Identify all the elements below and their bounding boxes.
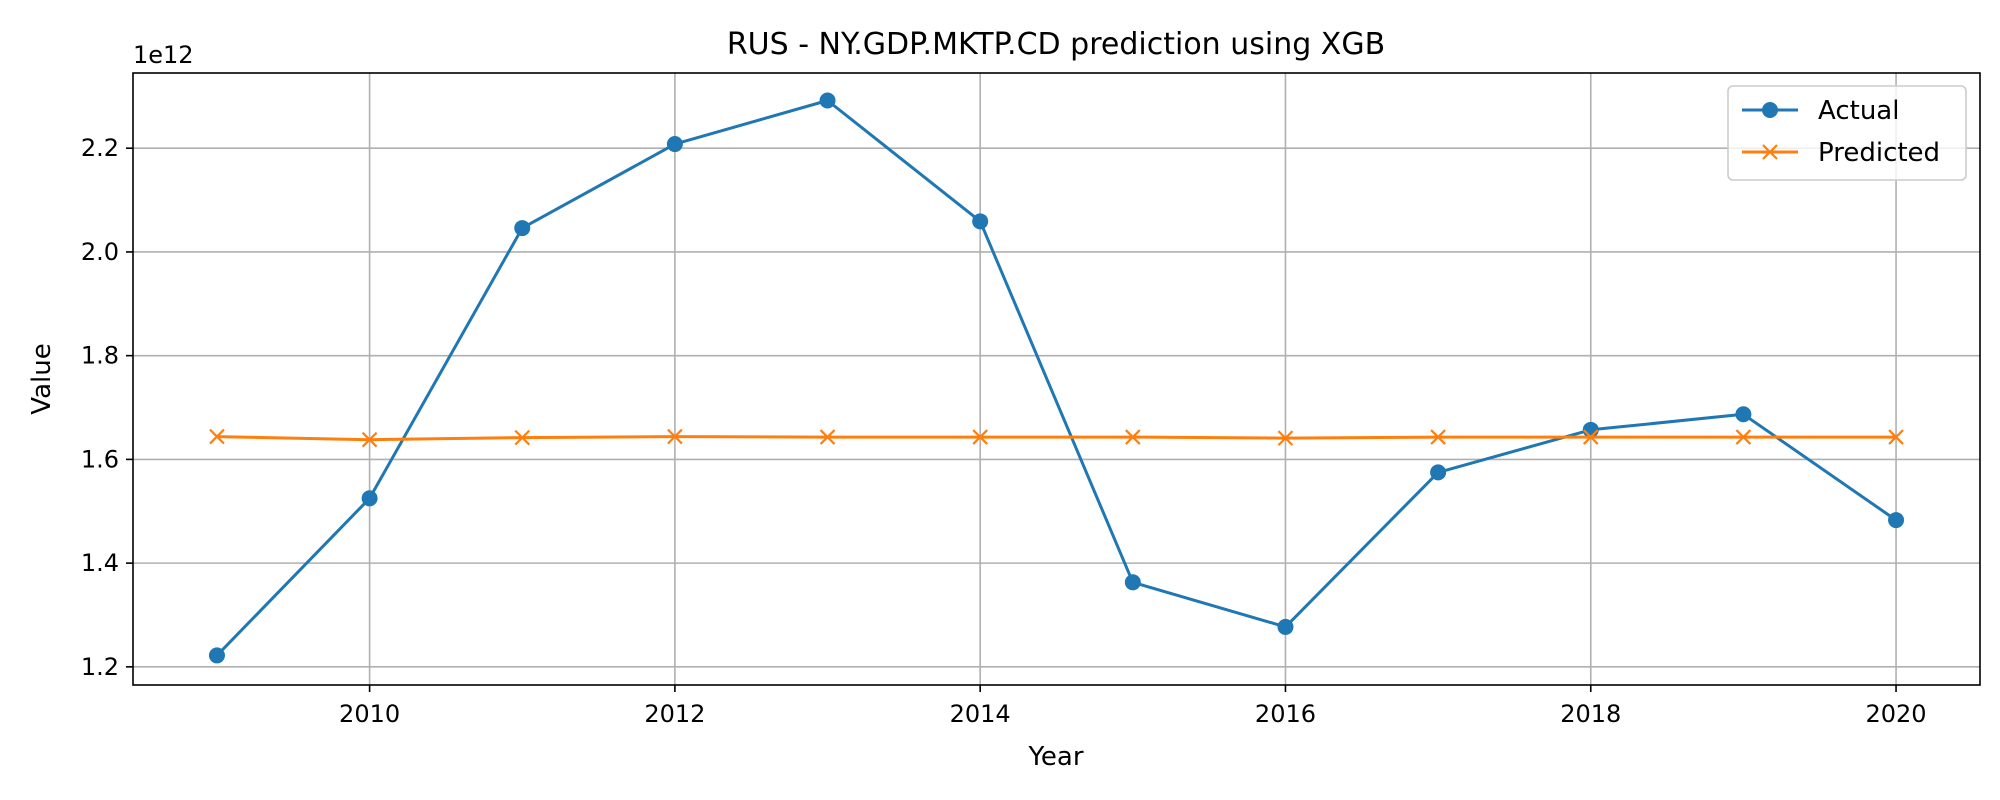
data-point-predicted — [1735, 429, 1752, 445]
legend: Actual Predicted — [1727, 85, 1967, 181]
series-line-predicted — [216, 435, 1896, 442]
y-tick-label: 2.2 — [81, 134, 119, 162]
series-line-actual — [215, 99, 1897, 657]
data-point-actual — [1582, 421, 1599, 438]
y-tick-label: 1.2 — [81, 653, 119, 681]
legend-label-predicted: Predicted — [1818, 138, 1940, 168]
y-tick-label: 1.4 — [81, 549, 119, 577]
data-point-predicted — [1125, 429, 1141, 445]
legend-marker-actual — [1762, 102, 1778, 118]
data-point-predicted — [361, 431, 378, 448]
series-layer — [208, 92, 1905, 664]
axes: 2010 2012 2014 2016 2018 2020 1.2 1.4 1.6 1.8 2.0 2… — [81, 134, 1927, 728]
data-point-predicted — [972, 429, 988, 445]
y-tick-label: 2.0 — [81, 238, 119, 266]
x-tick-label: 2012 — [644, 700, 705, 728]
data-point-actual — [1124, 574, 1141, 591]
data-point-actual — [1430, 464, 1447, 481]
x-tick-label: 2016 — [1255, 700, 1316, 728]
x-tick-label: 2014 — [950, 700, 1011, 728]
data-point-actual — [1888, 512, 1905, 529]
data-point-predicted — [1582, 429, 1599, 445]
data-point-actual — [514, 220, 531, 237]
data-point-actual — [1277, 618, 1294, 635]
y-tick-label: 1.8 — [81, 342, 119, 370]
x-tick-label: 2020 — [1866, 700, 1927, 728]
y-axis-scale-note: 1e12 — [133, 41, 194, 69]
data-point-actual — [1735, 406, 1752, 423]
grid-lines — [133, 73, 1980, 685]
data-point-actual — [972, 213, 989, 230]
x-tick-label: 2018 — [1560, 700, 1621, 728]
data-point-actual — [208, 647, 225, 664]
x-tick-label: 2010 — [339, 700, 400, 728]
data-point-predicted — [819, 429, 836, 445]
legend-marker-predicted — [1762, 144, 1778, 160]
chart-title: RUS - NY.GDP.MKTP.CD prediction using XG… — [727, 27, 1385, 62]
data-point-predicted — [209, 428, 225, 445]
legend-items: Actual Predicted — [1742, 96, 1940, 168]
data-point-actual — [361, 490, 378, 507]
y-tick-label: 1.6 — [81, 445, 119, 473]
data-point-predicted — [514, 429, 531, 446]
data-point-predicted — [1888, 429, 1904, 445]
data-point-actual — [666, 136, 683, 153]
data-point-predicted — [667, 428, 683, 445]
plot-frame — [132, 72, 1981, 686]
x-axis-label: Year — [1027, 742, 1083, 772]
data-point-actual — [819, 92, 836, 109]
data-point-predicted — [1277, 430, 1294, 446]
data-point-predicted — [1430, 429, 1446, 445]
legend-label-actual: Actual — [1818, 96, 1899, 126]
y-axis-label: Value — [27, 343, 57, 414]
